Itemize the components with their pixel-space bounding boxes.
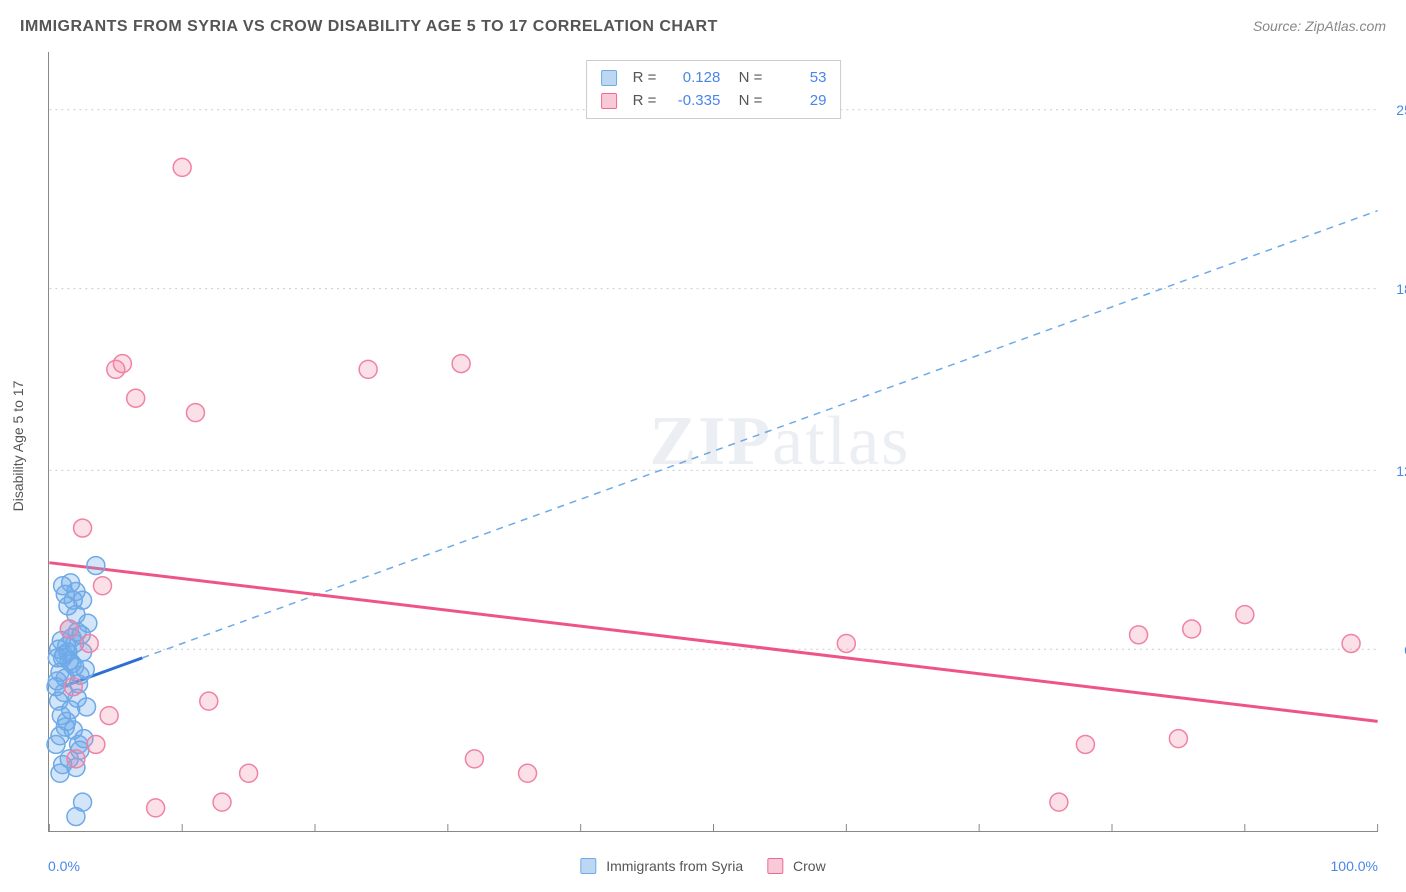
chart-container: IMMIGRANTS FROM SYRIA VS CROW DISABILITY…: [0, 0, 1406, 892]
plot-area: ZIPatlas R = 0.128 N = 53 R = -0.335 N =…: [48, 52, 1378, 832]
x-max-label: 100.0%: [1331, 858, 1378, 874]
y-tick-label: 12.5%: [1396, 463, 1406, 479]
swatch-icon: [601, 70, 617, 86]
r-value: 0.128: [666, 67, 720, 90]
y-axis-title: Disability Age 5 to 17: [10, 381, 26, 512]
x-min-label: 0.0%: [48, 858, 80, 874]
legend-row-syria: R = 0.128 N = 53: [601, 67, 827, 90]
r-label: R =: [633, 90, 657, 113]
n-value: 53: [772, 67, 826, 90]
r-value: -0.335: [666, 90, 720, 113]
legend-item-syria: Immigrants from Syria: [580, 858, 743, 874]
n-value: 29: [772, 90, 826, 113]
swatch-icon: [767, 858, 783, 874]
series-legend: Immigrants from Syria Crow: [580, 858, 825, 874]
legend-label: Crow: [793, 858, 826, 874]
y-tick-label: 25.0%: [1396, 102, 1406, 118]
n-label: N =: [730, 67, 762, 90]
legend-label: Immigrants from Syria: [606, 858, 743, 874]
swatch-icon: [601, 93, 617, 109]
legend-row-crow: R = -0.335 N = 29: [601, 90, 827, 113]
r-label: R =: [633, 67, 657, 90]
source-label: Source: ZipAtlas.com: [1253, 18, 1386, 34]
chart-title: IMMIGRANTS FROM SYRIA VS CROW DISABILITY…: [20, 18, 718, 36]
plot-svg: [49, 52, 1378, 831]
swatch-icon: [580, 858, 596, 874]
y-tick-label: 18.8%: [1396, 281, 1406, 297]
correlation-legend: R = 0.128 N = 53 R = -0.335 N = 29: [586, 60, 842, 119]
legend-item-crow: Crow: [767, 858, 826, 874]
n-label: N =: [730, 90, 762, 113]
